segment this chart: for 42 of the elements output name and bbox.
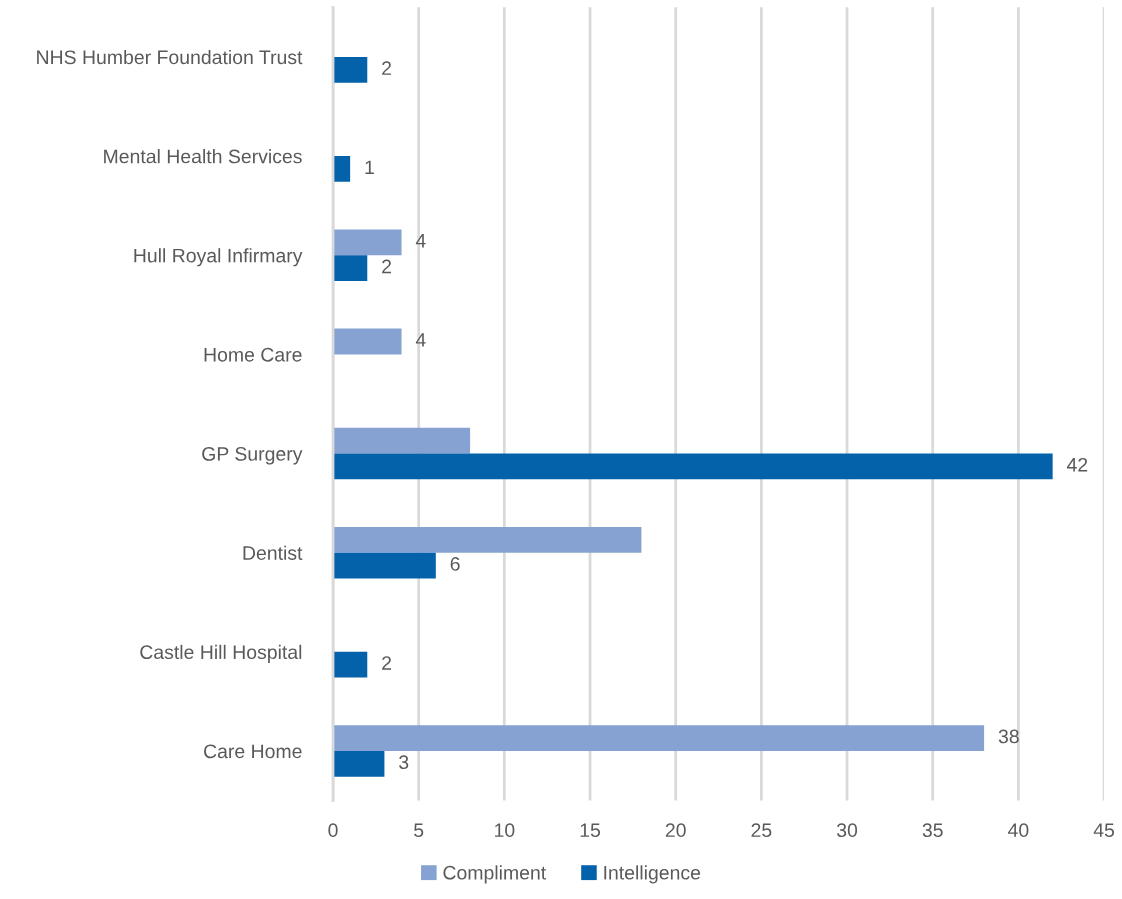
y-tick-label: Mental Health Services (104, 149, 302, 164)
data-label: 3 (399, 755, 409, 770)
bar (333, 552, 436, 579)
y-tick-label: Dentist (243, 545, 303, 560)
x-tick-label: 15 (580, 823, 601, 838)
bar (333, 56, 368, 83)
x-tick-label: 40 (1008, 823, 1029, 838)
data-label: 2 (382, 259, 391, 274)
data-label: 2 (382, 61, 391, 75)
bar (333, 651, 368, 678)
x-tick-label: 0 (328, 823, 338, 838)
bar (333, 750, 385, 777)
data-label: 42 (1066, 457, 1088, 472)
data-label: 1 (365, 160, 374, 175)
y-tick-label: Care Home (204, 744, 302, 759)
y-tick-label: Hull Royal Infirmary (134, 248, 303, 267)
bar (333, 156, 351, 182)
x-tick-label: 35 (922, 823, 943, 838)
data-label: 6 (450, 557, 460, 571)
bar (333, 328, 402, 355)
y-tick-label: NHS Humber Foundation Trust (37, 49, 303, 65)
x-tick-label: 25 (751, 823, 772, 838)
y-tick-label: Castle Hill Hospital (140, 644, 302, 663)
legend-label: Intelligence (604, 865, 701, 884)
data-label: 38 (998, 729, 1019, 744)
bar (333, 725, 985, 751)
x-tick-label: 30 (836, 823, 858, 838)
data-label: 2 (382, 656, 391, 670)
y-tick-label: GP Surgery (202, 447, 303, 465)
data-label: 4 (415, 333, 426, 347)
x-tick-label: 10 (495, 823, 515, 838)
x-tick-label: 45 (1093, 823, 1115, 838)
x-tick-label: 5 (414, 823, 424, 838)
x-tick-label: 20 (665, 823, 686, 838)
bar (333, 453, 1053, 480)
y-tick-label: Home Care (204, 347, 302, 362)
bar (333, 427, 471, 454)
legend-label: Compliment (443, 865, 547, 884)
bar (333, 255, 368, 282)
bar (333, 229, 402, 256)
bar (333, 526, 642, 553)
data-label: 4 (415, 234, 426, 248)
